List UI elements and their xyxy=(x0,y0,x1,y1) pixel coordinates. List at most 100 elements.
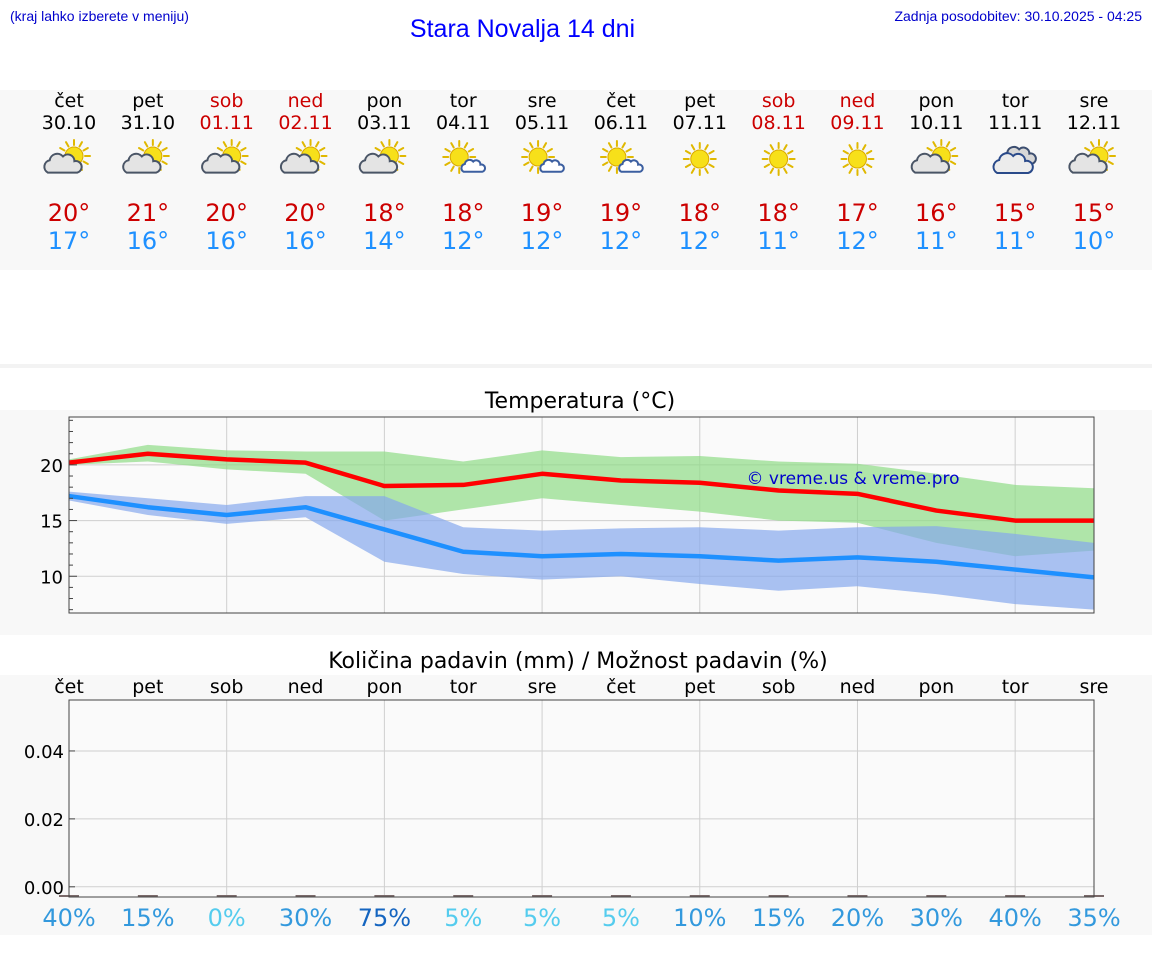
sun-ray xyxy=(763,150,771,155)
cloud-shape xyxy=(358,152,399,174)
sun-ray xyxy=(769,167,775,174)
max-range-band xyxy=(69,444,1094,557)
sun-ray xyxy=(949,160,957,165)
sun-cloud-icon xyxy=(279,139,328,174)
x-category-label: čet xyxy=(54,676,84,698)
sun-cloud-icon xyxy=(122,139,170,174)
menu-hint: (kraj lahko izberete v meniju) xyxy=(10,8,189,24)
sun-ray xyxy=(216,147,224,152)
precip-probability: 0% xyxy=(208,904,246,932)
sun-ray xyxy=(949,147,957,152)
temp-min: 16° xyxy=(205,227,248,255)
section-divider xyxy=(0,364,1152,368)
day-name: ned xyxy=(840,90,876,112)
sun-ray xyxy=(1090,141,1095,148)
sun-ray xyxy=(523,148,530,153)
precip-bar xyxy=(137,895,158,897)
sun-ray xyxy=(301,141,307,148)
sun-ray xyxy=(783,167,788,174)
sun-ray xyxy=(380,141,385,148)
x-category-label: ned xyxy=(840,676,876,698)
chart-title: Temperatura (°C) xyxy=(484,389,675,414)
cloudy-icon xyxy=(992,145,1037,174)
min-temperature-line xyxy=(68,493,1095,580)
day-name: sob xyxy=(210,90,244,112)
sun-ray xyxy=(542,142,548,149)
sun-ray xyxy=(222,141,228,148)
sun-ray xyxy=(463,142,469,149)
sun-disc xyxy=(690,149,710,169)
precip-bar xyxy=(847,895,868,897)
temp-max: 18° xyxy=(678,199,721,227)
sun-ray xyxy=(842,163,849,168)
forecast-panel xyxy=(0,90,1152,270)
sun-ray xyxy=(393,141,399,148)
day-name: sre xyxy=(1080,90,1109,112)
day-date: 11.11 xyxy=(988,112,1042,134)
sun-ray xyxy=(848,144,853,151)
temp-max: 20° xyxy=(284,199,327,227)
precip-probability: 20% xyxy=(831,904,884,932)
sun-ray xyxy=(161,160,168,165)
sun-ray xyxy=(319,160,326,165)
x-category-label: tor xyxy=(450,676,477,698)
sun-disc xyxy=(607,147,627,167)
precip-probability: 5% xyxy=(602,904,640,932)
day-name: tor xyxy=(1002,90,1029,112)
sun-ray xyxy=(1084,147,1091,152)
sun-ray xyxy=(143,141,149,148)
y-tick-label: 15 xyxy=(40,512,63,533)
precip-probability: 15% xyxy=(121,904,174,932)
sun-cloud-icon xyxy=(43,139,91,174)
sun-ray xyxy=(450,165,455,172)
day-date: 31.10 xyxy=(121,112,175,134)
sun-ray xyxy=(315,141,320,148)
day-name: sre xyxy=(528,90,557,112)
day-date: 03.11 xyxy=(357,112,411,134)
sun-ray xyxy=(240,160,247,165)
x-category-label: pon xyxy=(367,676,403,698)
day-date: 30.10 xyxy=(42,112,96,134)
x-category-label: pet xyxy=(132,676,163,698)
precip-probability: 40% xyxy=(42,904,95,932)
precip-bar xyxy=(532,895,553,897)
x-category-label: ned xyxy=(288,676,324,698)
x-category-label: sre xyxy=(528,676,557,698)
forecast-strip: čet30.1020°17°pet31.1021°16°sob01.1120°1… xyxy=(42,90,1121,255)
sun-cloud-icon xyxy=(201,139,249,174)
cloud-shape xyxy=(992,152,1034,174)
sun-ray xyxy=(523,161,530,166)
sun-ray xyxy=(529,142,534,149)
sun-disc xyxy=(528,147,548,167)
temp-min: 11° xyxy=(757,227,800,255)
sun-small-cloud-icon xyxy=(599,140,644,174)
precip-bar xyxy=(610,895,631,897)
sun-ray xyxy=(607,165,613,172)
page-title: Stara Novalja 14 dni xyxy=(409,15,636,43)
day-date: 09.11 xyxy=(830,112,884,134)
precip-probability: 5% xyxy=(523,904,561,932)
sun-ray xyxy=(236,141,241,148)
y-tick-label: 20 xyxy=(40,456,63,477)
plot-area xyxy=(69,700,1094,897)
temp-min: 11° xyxy=(994,227,1037,255)
sun-cloud-icon xyxy=(1068,139,1116,174)
sun-ray xyxy=(137,147,145,152)
sun-ray xyxy=(240,147,247,152)
temp-min: 10° xyxy=(1073,227,1116,255)
sun-ray xyxy=(787,163,794,168)
temp-max: 19° xyxy=(521,199,564,227)
chart-title: Količina padavin (mm) / Možnost padavin … xyxy=(328,649,828,674)
day-date: 12.11 xyxy=(1067,112,1121,134)
precip-bar xyxy=(1005,895,1026,897)
precip-probability: 10% xyxy=(673,904,726,932)
temp-max: 17° xyxy=(836,199,879,227)
day-date: 10.11 xyxy=(909,112,963,134)
day-date: 05.11 xyxy=(515,112,569,134)
sun-ray xyxy=(945,141,951,148)
last-updated: Zadnja posodobitev: 30.10.2025 - 04:25 xyxy=(894,8,1142,24)
precip-bar xyxy=(689,895,710,897)
sun-ray xyxy=(1107,160,1114,165)
x-category-label: sre xyxy=(1080,676,1109,698)
sun-ray xyxy=(769,144,775,151)
